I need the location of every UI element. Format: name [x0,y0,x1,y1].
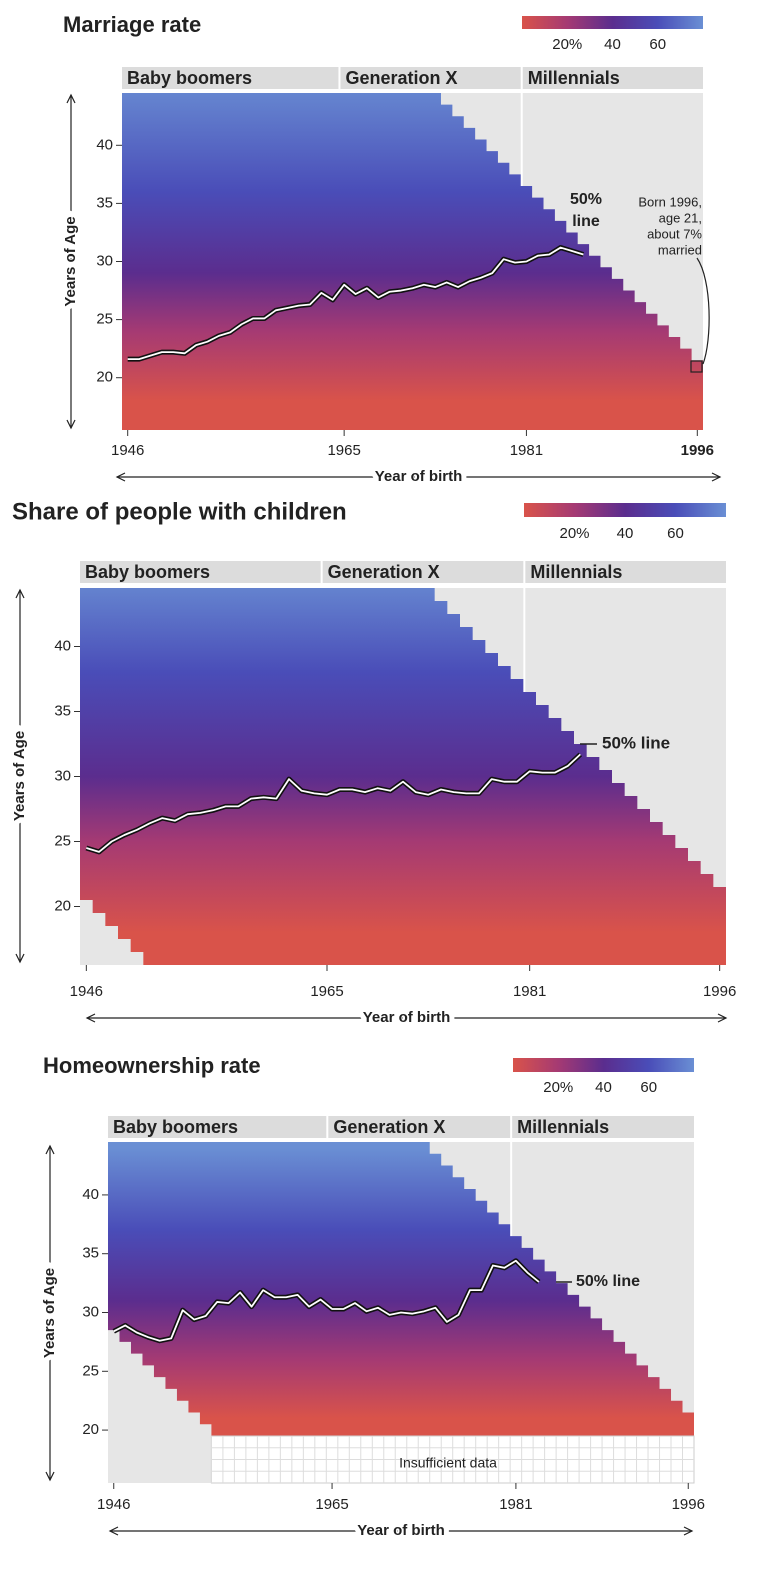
generation-band [328,1116,511,1138]
x-tick-label: 1981 [513,983,546,1000]
colorbar-tick-label: 20% [543,1079,573,1096]
y-axis-label: Years of Age [41,1268,58,1358]
y-tick-label: 25 [96,311,113,328]
x-tick-label: 1965 [315,1496,348,1513]
y-tick-label: 40 [82,1186,99,1203]
generation-label: Millennials [528,68,620,88]
y-tick-label: 35 [96,194,113,211]
y-axis-label: Years of Age [11,731,28,821]
generation-label: Baby boomers [85,562,210,582]
generation-band [122,67,339,89]
x-axis-label: Year of birth [363,1009,451,1026]
annotation-box [690,360,703,373]
x-tick-label: 1996 [703,983,736,1000]
x-tick-label: 1965 [327,442,360,459]
line [86,753,581,853]
generation-band [522,67,703,89]
y-tick-label: 35 [54,702,71,719]
generation-band [322,561,524,583]
annotation-connector [696,257,710,365]
x-tick-label: 1981 [499,1496,532,1513]
heatmap [108,1142,694,1436]
colorbar [522,16,703,29]
arrowhead [66,93,76,430]
generation-label: Millennials [530,562,622,582]
x-axis-label: Year of birth [357,1522,445,1539]
annotation: line [572,213,600,230]
annotation: 50% line [602,733,670,752]
colorbar [524,503,726,517]
chart-title: Marriage rate [63,12,201,37]
y-tick-label: 35 [82,1245,99,1262]
colorbar [513,1058,694,1072]
generation-label: Baby boomers [113,1117,238,1137]
heatmap [80,588,726,965]
generation-label: Generation X [333,1117,445,1137]
annotation: married [658,242,702,257]
generation-band [512,1116,694,1138]
line [127,246,584,361]
annotation: age 21, [659,210,702,225]
annotation: 50% [570,191,602,208]
colorbar-tick-label: 40 [604,36,621,53]
x-tick-label: 1946 [111,442,144,459]
generation-label: Baby boomers [127,68,252,88]
x-tick-label: 1996 [672,1496,705,1513]
y-axis-label: Years of Age [62,216,79,306]
generation-label: Millennials [517,1117,609,1137]
heatmap [122,93,703,430]
annotation: 50% line [576,1273,640,1290]
generation-band [340,67,521,89]
annotation: Insufficient data [399,1455,497,1471]
generation-band [525,561,726,583]
y-tick-label: 20 [54,897,71,914]
arrowhead [85,1013,728,1023]
colorbar-tick-label: 60 [640,1079,657,1096]
arrowhead [108,1526,694,1536]
x-tick-label: 1946 [97,1496,130,1513]
colorbar-tick-label: 60 [667,525,684,542]
generation-band [80,561,321,583]
y-tick-label: 20 [82,1421,99,1438]
y-tick-label: 25 [82,1362,99,1379]
x-axis-label: Year of birth [375,468,463,485]
arrowhead [15,588,25,964]
colorbar-tick-label: 20% [559,525,589,542]
colorbar-tick-label: 40 [595,1079,612,1096]
y-tick-label: 30 [54,767,71,784]
annotation: about 7% [647,226,702,241]
colorbar-tick-label: 20% [552,36,582,53]
y-tick-label: 30 [96,252,113,269]
chart-title: Homeownership rate [43,1053,261,1078]
generation-label: Generation X [345,68,457,88]
colorbar-tick-label: 60 [649,36,666,53]
generation-band [108,1116,327,1138]
x-tick-label: 1981 [510,442,543,459]
y-tick-label: 25 [54,832,71,849]
y-tick-label: 40 [54,637,71,654]
chart-title: Share of people with children [12,498,347,525]
line [113,1259,540,1342]
x-tick-label: 1946 [70,983,103,1000]
x-tick-label: 1996 [681,442,714,459]
x-tick-label: 1965 [310,983,343,1000]
arrowhead [115,472,722,482]
y-tick-label: 20 [96,369,113,386]
colorbar-tick-label: 40 [617,525,634,542]
annotation: Born 1996, [638,194,702,209]
y-tick-label: 40 [96,136,113,153]
generation-label: Generation X [328,562,440,582]
arrowhead [45,1144,55,1482]
y-tick-label: 30 [82,1303,99,1320]
